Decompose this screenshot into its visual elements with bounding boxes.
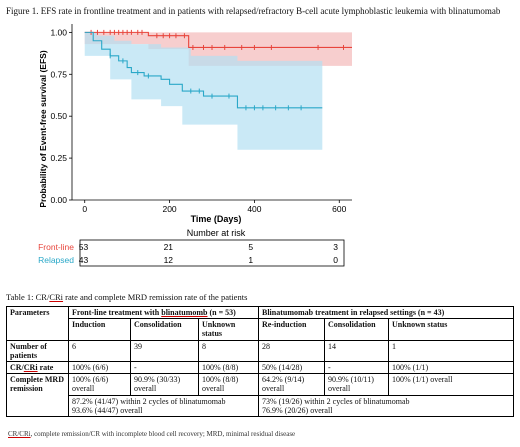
table-header-row: Parameters Front-line treatment with bli… bbox=[6, 305, 514, 341]
sub-unknown: Unknown status bbox=[198, 318, 259, 341]
km-chart: 0.00 0.25 0.50 0.75 1.00 0 200 400 600 Probabili… bbox=[38, 24, 353, 267]
table-cell: 73% (19/26) within 2 cycles of blinatumo… bbox=[258, 394, 514, 417]
risk-value-1-3: 0 bbox=[333, 255, 338, 265]
table-cell: 1 bbox=[388, 339, 514, 362]
header-parameters: Parameters bbox=[6, 306, 69, 341]
x-tick-label-3: 600 bbox=[332, 204, 346, 214]
table-cell: 100% (6/6) bbox=[68, 360, 131, 375]
table-row: Complete MRD remission 100% (6/6) overal… bbox=[6, 373, 514, 417]
table-cell: 8 bbox=[198, 339, 259, 362]
sub-unknown-relapsed: Unknown status bbox=[388, 318, 514, 341]
header-frontline: Front-line treatment with blinatumomb (n… bbox=[68, 305, 259, 320]
risk-value-1-1: 12 bbox=[164, 255, 174, 265]
sub-consolidation: Consolidation bbox=[130, 318, 199, 341]
header-relapsed: Blinatumomab treatment in relapsed setti… bbox=[258, 305, 514, 320]
risk-value-0-0: 53 bbox=[79, 242, 89, 252]
x-tick-label-1: 200 bbox=[162, 204, 176, 214]
risk-value-0-1: 21 bbox=[164, 242, 174, 252]
results-table: Parameters Front-line treatment with bli… bbox=[6, 305, 514, 417]
table-cell: 100% (6/6) overall bbox=[68, 373, 131, 396]
row-label-mrd: Complete MRD remission bbox=[6, 373, 69, 417]
table-cell: 100% (8/8) bbox=[198, 360, 259, 375]
y-tick-label-0: 0.00 bbox=[50, 195, 67, 205]
table-subheader-row: Induction Consolidation Unknown status R… bbox=[7, 318, 514, 341]
y-tick-label-4: 1.00 bbox=[50, 27, 67, 37]
table-row: Number of patients 6 39 8 28 14 1 bbox=[6, 339, 514, 362]
row-label-patients: Number of patients bbox=[6, 339, 69, 362]
table-cell: 100% (1/1) bbox=[388, 360, 514, 375]
table-cell: 28 bbox=[258, 339, 325, 362]
y-tick-label-1: 0.25 bbox=[50, 153, 67, 163]
table-cell: 14 bbox=[324, 339, 389, 362]
sub-reinduction: Re-induction bbox=[258, 318, 325, 341]
plot-area bbox=[84, 29, 353, 150]
y-tick-label-2: 0.50 bbox=[50, 111, 67, 121]
sub-induction: Induction bbox=[68, 318, 131, 341]
table-cell: 100% (1/1) overall bbox=[388, 373, 514, 396]
table-cell: 90.9% (30/33) overall bbox=[130, 373, 199, 396]
table-cell: 6 bbox=[68, 339, 131, 362]
x-axis-label: Time (Days) bbox=[191, 214, 242, 224]
risk-table-title: Number at risk bbox=[187, 228, 246, 238]
table-cell: 64.2% (9/14) overall bbox=[258, 373, 325, 396]
table-cell: 39 bbox=[130, 339, 199, 362]
row-label-cr: CR/CRi rate bbox=[6, 360, 69, 375]
figure-caption: Figure 1. EFS rate in frontline treatmen… bbox=[6, 6, 501, 16]
sub-consolidation-relapsed: Consolidation bbox=[324, 318, 389, 341]
x-tick-label-0: 0 bbox=[82, 204, 87, 214]
table-row: CR/CRi rate 100% (6/6) - 100% (8/8) 50% … bbox=[6, 360, 514, 375]
y-tick-label-3: 0.75 bbox=[50, 69, 67, 79]
table-cell: - bbox=[324, 360, 389, 375]
table-footnote: CR/CRi, complete remission/CR with incom… bbox=[8, 430, 296, 438]
table-caption: Table 1: CR/CRi rate and complete MRD re… bbox=[6, 292, 248, 302]
risk-value-0-3: 3 bbox=[333, 242, 338, 252]
table-cell: 100% (8/8) overall bbox=[198, 373, 259, 396]
x-tick-label-2: 400 bbox=[247, 204, 261, 214]
y-axis-label: Probability of Event-free survival (EFS) bbox=[38, 50, 48, 207]
risk-row-label-1: Relapsed bbox=[38, 255, 74, 265]
risk-row-label-0: Front-line bbox=[38, 242, 74, 252]
risk-value-0-2: 5 bbox=[248, 242, 253, 252]
risk-value-1-0: 43 bbox=[79, 255, 89, 265]
table-cell: 50% (14/28) bbox=[258, 360, 325, 375]
table-cell: - bbox=[130, 360, 199, 375]
table-cell: 87.2% (41/47) within 2 cycles of blinatu… bbox=[68, 394, 259, 417]
axes: 0.00 0.25 0.50 0.75 1.00 0 200 400 600 bbox=[50, 24, 352, 214]
table-cell: 90.9% (10/11) overall bbox=[324, 373, 389, 396]
table-row: 87.2% (41/47) within 2 cycles of blinatu… bbox=[7, 394, 514, 417]
risk-table-frame bbox=[79, 239, 345, 267]
risk-value-1-2: 1 bbox=[248, 255, 253, 265]
